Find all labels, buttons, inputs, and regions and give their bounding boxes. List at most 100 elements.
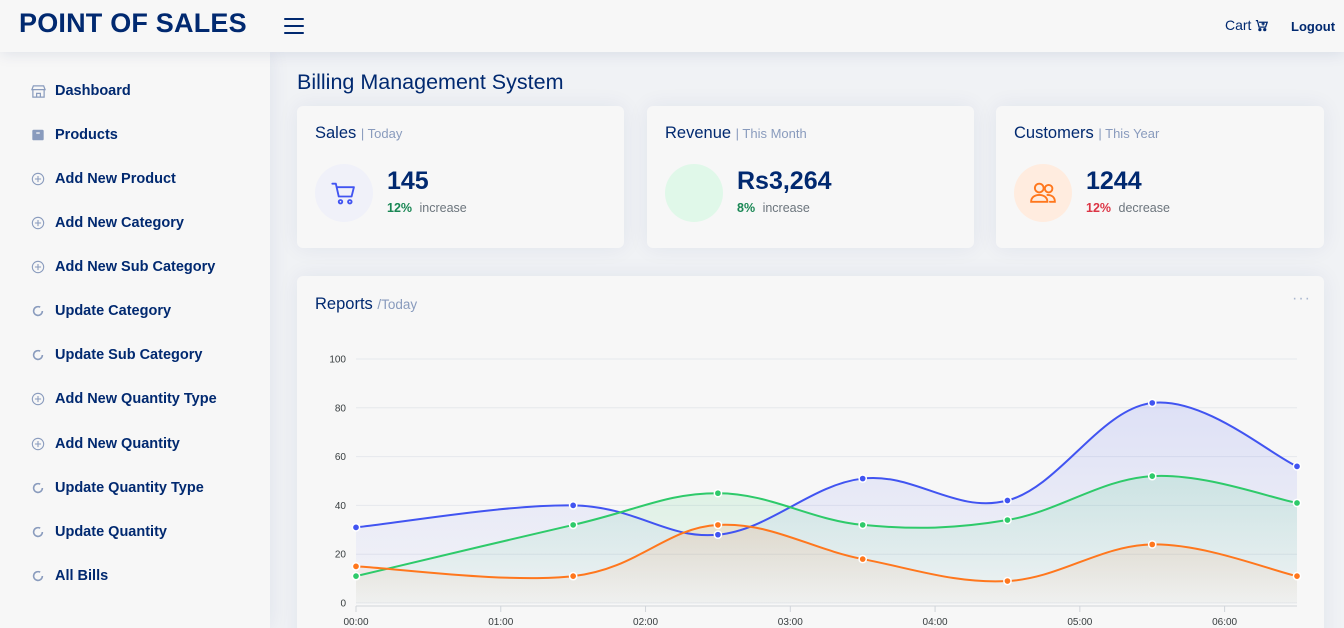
reports-card: Reports /Today ··· 0 20 40 60 80 100 00:00 01:0…: [297, 276, 1324, 628]
kpi-value: Rs3,264: [737, 167, 832, 195]
data-point[interactable]: [568, 520, 578, 530]
sidebar-item-add-new-quantity-type[interactable]: Add New Quantity Type: [30, 387, 217, 411]
plus-circle-icon: [30, 391, 46, 407]
x-tick-label: 03:00: [778, 617, 803, 628]
y-tick-label: 100: [329, 355, 346, 366]
data-point[interactable]: [713, 488, 723, 498]
card-subtitle: | Today: [360, 126, 403, 141]
sidebar-item-label: Update Quantity Type: [55, 480, 204, 496]
data-point[interactable]: [1003, 515, 1012, 525]
x-tick-label: 06:00: [1212, 617, 1237, 628]
sidebar-item-update-category[interactable]: Update Category: [30, 299, 171, 323]
cart-icon-circle: [315, 164, 373, 222]
x-tick-label: 05:00: [1067, 617, 1092, 628]
data-point[interactable]: [1003, 496, 1012, 505]
card-subtitle: | This Month: [735, 126, 807, 141]
sidebar-item-label: Add New Product: [55, 171, 176, 187]
data-point[interactable]: [858, 474, 868, 483]
data-point[interactable]: [858, 554, 868, 564]
box-icon: [30, 127, 46, 143]
plus-circle-icon: [30, 259, 46, 275]
sidebar-item-label: Products: [55, 127, 118, 143]
data-point[interactable]: [1147, 398, 1157, 408]
sidebar-item-update-sub-category[interactable]: Update Sub Category: [30, 343, 202, 367]
sidebar-item-label: Add New Quantity Type: [55, 391, 217, 407]
reports-title-text: Reports: [315, 295, 373, 313]
reports-chart: 0 20 40 60 80 100 00:00 01:00 02:00 03:00 04:00 05:…: [329, 355, 1302, 628]
sidebar: Dashboard Products Add New Product Add N…: [0, 52, 270, 628]
sidebar-item-label: Update Quantity: [55, 524, 167, 540]
data-point[interactable]: [568, 501, 578, 510]
x-tick-label: 01:00: [488, 617, 513, 628]
reports-subtitle: /Today: [377, 297, 418, 312]
sidebar-item-update-quantity[interactable]: Update Quantity: [30, 520, 167, 544]
card-title-text: Customers: [1014, 124, 1094, 142]
x-tick-label: 00:00: [343, 617, 368, 628]
data-point[interactable]: [351, 571, 361, 581]
data-point[interactable]: [713, 520, 723, 530]
data-point[interactable]: [1292, 498, 1302, 508]
card-title-text: Revenue: [665, 124, 732, 142]
sidebar-item-dashboard[interactable]: Dashboard: [30, 79, 131, 103]
plus-circle-icon: [30, 436, 46, 452]
refresh-icon: [30, 303, 46, 319]
logout-link[interactable]: Logout: [1291, 19, 1336, 34]
data-point[interactable]: [1147, 471, 1157, 481]
data-point[interactable]: [1292, 462, 1302, 471]
cart-link[interactable]: Cart: [1225, 17, 1269, 33]
kpi-delta: 8% increase: [737, 201, 810, 215]
kpi-delta: 12% decrease: [1086, 201, 1170, 215]
sidebar-item-update-quantity-type[interactable]: Update Quantity Type: [30, 476, 204, 500]
kpi-pct: 12%: [387, 201, 413, 215]
data-point[interactable]: [1003, 576, 1012, 586]
sidebar-item-add-new-product[interactable]: Add New Product: [30, 167, 176, 191]
series-area-2: [356, 524, 1297, 603]
data-point[interactable]: [713, 530, 723, 540]
plus-circle-icon: [30, 215, 46, 231]
cart-label: Cart: [1225, 17, 1252, 33]
kpi-pct: 8%: [737, 201, 756, 215]
sidebar-item-products[interactable]: Products: [30, 123, 118, 147]
top-header: POINT OF SALES Cart Logout: [0, 0, 1344, 52]
sidebar-item-add-new-category[interactable]: Add New Category: [30, 211, 184, 235]
data-point[interactable]: [1147, 540, 1157, 549]
data-point[interactable]: [858, 520, 868, 530]
refresh-icon: [30, 347, 46, 363]
sidebar-item-label: Add New Sub Category: [55, 259, 216, 275]
y-tick-label: 0: [340, 599, 346, 610]
card-title: Sales | Today: [315, 124, 402, 143]
kpi-delta: 12% increase: [387, 201, 467, 215]
sidebar-item-add-new-sub-category[interactable]: Add New Sub Category: [30, 255, 215, 279]
data-point[interactable]: [351, 562, 361, 571]
x-tick-label: 04:00: [923, 617, 948, 628]
data-point[interactable]: [351, 523, 361, 532]
refresh-icon: [30, 568, 46, 584]
revenue-icon-circle: [665, 164, 723, 222]
store-icon: [30, 83, 46, 99]
kpi-value: 1244: [1086, 167, 1142, 195]
more-options-icon[interactable]: ···: [1292, 290, 1311, 307]
data-point[interactable]: [568, 571, 578, 581]
sidebar-item-all-bills[interactable]: All Bills: [30, 564, 108, 588]
customers-card: Customers | This Year 1244 12% decrease: [996, 106, 1324, 248]
y-tick-label: 40: [335, 501, 347, 512]
y-tick-label: 60: [335, 452, 347, 463]
kpi-pct: 12%: [1086, 201, 1112, 215]
kpi-value: 145: [387, 167, 429, 195]
refresh-icon: [30, 480, 46, 496]
revenue-card: Revenue | This Month Rs3,264 8% increase: [647, 106, 974, 248]
sales-card: Sales | Today 145 12% increase: [297, 106, 624, 248]
reports-title: Reports /Today: [315, 295, 417, 314]
sidebar-item-label: Add New Category: [55, 215, 184, 231]
kpi-trend: increase: [762, 201, 810, 215]
data-point[interactable]: [1292, 571, 1302, 581]
sidebar-item-label: Add New Quantity: [55, 436, 180, 452]
app-logo[interactable]: POINT OF SALES: [19, 8, 247, 38]
x-tick-label: 02:00: [633, 617, 658, 628]
sidebar-item-add-new-quantity[interactable]: Add New Quantity: [30, 432, 180, 456]
cart-icon: [1256, 19, 1269, 31]
people-icon: [1030, 182, 1056, 203]
refresh-icon: [30, 524, 46, 540]
menu-toggle-icon[interactable]: [284, 17, 304, 35]
sidebar-item-label: All Bills: [55, 568, 109, 584]
